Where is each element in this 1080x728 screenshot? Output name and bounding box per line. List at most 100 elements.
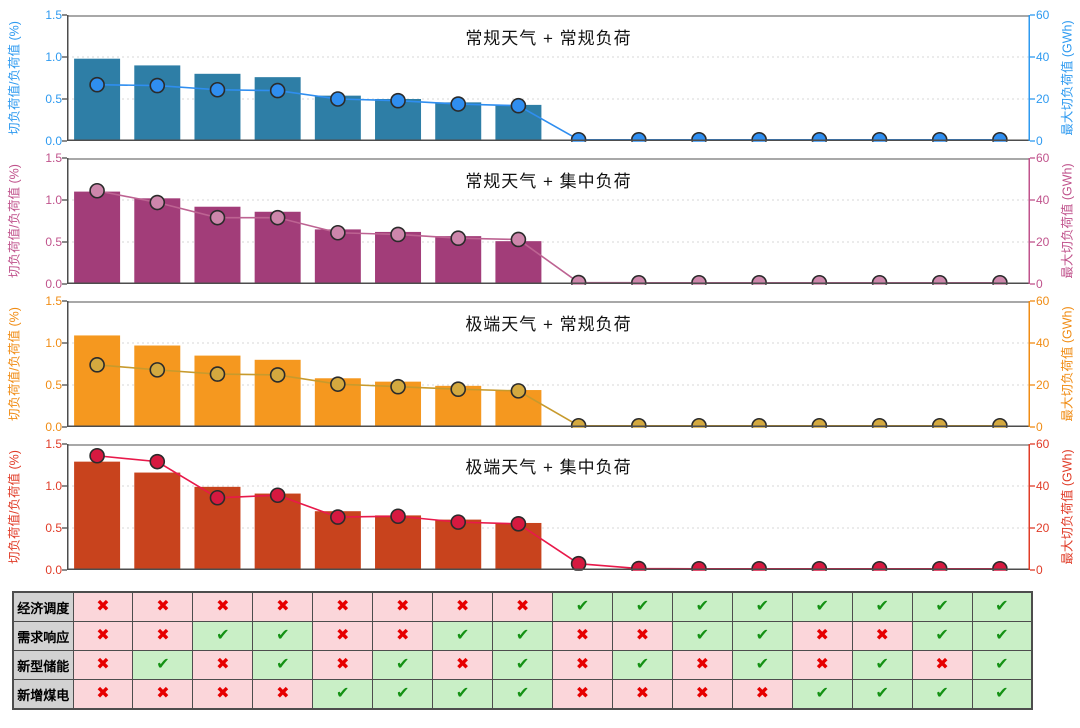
cross-icon: ✖ bbox=[216, 598, 230, 615]
table-cell: ✖ bbox=[72, 591, 134, 622]
table-cell: ✔ bbox=[252, 650, 314, 680]
cross-icon: ✖ bbox=[575, 627, 590, 644]
cross-icon: ✖ bbox=[96, 685, 110, 702]
y-axis-left-tick: 1.5 bbox=[45, 437, 62, 451]
line-marker bbox=[209, 209, 226, 226]
table-cell: ✔ bbox=[252, 621, 314, 651]
y-axis-right-tick: 60 bbox=[1036, 294, 1050, 308]
y-axis-right-title: 最大切负荷值 (GWh) bbox=[1060, 20, 1075, 136]
check-icon: ✔ bbox=[935, 685, 949, 702]
table-row-新型储能: 新型储能 ✖ ✔ ✖ ✔ ✖ ✔ ✖ ✔ ✖ ✔ ✖ ✔ ✖ ✔ ✖ ✔ bbox=[12, 650, 1033, 680]
line-marker bbox=[450, 230, 467, 247]
cross-icon: ✖ bbox=[96, 656, 110, 673]
bar bbox=[134, 65, 181, 141]
check-icon: ✔ bbox=[695, 627, 710, 644]
y-axis-right-tick: 20 bbox=[1036, 235, 1050, 249]
table-cell: ✔ bbox=[611, 650, 673, 680]
table-cell: ✖ bbox=[192, 650, 254, 680]
line-marker bbox=[209, 489, 226, 506]
cross-icon: ✖ bbox=[336, 627, 350, 644]
y-axis-right-tick: 40 bbox=[1036, 479, 1050, 493]
y-axis-right-tick: 20 bbox=[1036, 521, 1050, 535]
table-cell: ✔ bbox=[731, 650, 793, 680]
y-axis-right-title: 最大切负荷值 (GWh) bbox=[1060, 306, 1075, 422]
charts-area: 常规天气 + 常规负荷 0.0 0.5 1.0 1.5 0 20 40 60 切负荷值/负荷值 (… bbox=[0, 8, 1080, 588]
table-cell: ✖ bbox=[492, 591, 553, 622]
table-cell: ✖ bbox=[432, 650, 494, 680]
table-cell: ✔ bbox=[911, 679, 973, 710]
cross-icon: ✖ bbox=[96, 627, 110, 644]
check-icon: ✔ bbox=[635, 598, 650, 615]
y-axis-left-tick: 0.5 bbox=[45, 92, 62, 106]
table-cell: ✖ bbox=[372, 621, 434, 651]
table-cell: ✖ bbox=[432, 591, 494, 622]
table-cell: ✔ bbox=[312, 679, 374, 710]
line-marker bbox=[149, 453, 166, 470]
line-marker bbox=[269, 209, 286, 226]
check-icon: ✔ bbox=[455, 627, 470, 644]
bar bbox=[495, 241, 542, 284]
y-axis-right-tick: 0 bbox=[1036, 563, 1043, 577]
table-cell: ✔ bbox=[911, 621, 973, 651]
bar-series bbox=[74, 461, 542, 570]
cross-icon: ✖ bbox=[815, 627, 829, 644]
table-cell: ✖ bbox=[611, 621, 673, 651]
table-cell: ✖ bbox=[611, 679, 673, 710]
table-cell: ✖ bbox=[911, 650, 973, 680]
bar bbox=[134, 198, 181, 284]
table-cell: ✔ bbox=[372, 650, 434, 680]
cross-icon: ✖ bbox=[635, 685, 650, 702]
y-axis-right-tick: 60 bbox=[1036, 8, 1050, 22]
cross-icon: ✖ bbox=[395, 627, 410, 644]
line-marker bbox=[390, 508, 406, 525]
check-icon: ✔ bbox=[575, 598, 590, 615]
y-axis-right-tick: 40 bbox=[1036, 50, 1050, 64]
cross-icon: ✖ bbox=[635, 627, 650, 644]
check-icon: ✔ bbox=[995, 656, 1009, 673]
table-cell: ✔ bbox=[432, 679, 494, 710]
line-marker bbox=[450, 514, 467, 530]
check-icon: ✔ bbox=[216, 627, 230, 644]
cross-icon: ✖ bbox=[575, 685, 590, 702]
table-cell: ✔ bbox=[971, 591, 1033, 622]
y-axis-left-tick: 1.0 bbox=[45, 479, 62, 493]
bar bbox=[74, 335, 121, 427]
cross-icon: ✖ bbox=[216, 685, 230, 702]
y-axis-left-tick: 0.5 bbox=[45, 235, 62, 249]
y-axis-right-tick: 0 bbox=[1036, 277, 1043, 291]
table-cell: ✔ bbox=[372, 679, 434, 710]
table-cell: ✖ bbox=[791, 621, 853, 651]
bar bbox=[74, 58, 121, 141]
cross-icon: ✖ bbox=[156, 685, 170, 702]
line-marker bbox=[149, 77, 166, 94]
check-icon: ✔ bbox=[815, 685, 829, 702]
bar bbox=[134, 472, 181, 570]
bar bbox=[134, 345, 181, 427]
line-marker bbox=[390, 378, 406, 395]
table-cell: ✔ bbox=[971, 621, 1033, 651]
check-icon: ✔ bbox=[276, 627, 290, 644]
table-cell: ✖ bbox=[671, 679, 733, 710]
table-cell: ✔ bbox=[192, 621, 254, 651]
line-marker bbox=[330, 376, 346, 392]
row-header: 需求响应 bbox=[12, 621, 74, 651]
table-row-新增煤电: 新增煤电 ✖ ✖ ✖ ✖ ✔ ✔ ✔ ✔ ✖ ✖ ✖ ✖ ✔ ✔ ✔ ✔ bbox=[12, 679, 1033, 710]
table-cell: ✔ bbox=[132, 650, 194, 680]
table-cell: ✖ bbox=[252, 679, 314, 710]
y-axis-right-tick: 40 bbox=[1036, 193, 1050, 207]
table-cell: ✖ bbox=[252, 591, 314, 622]
table-cell: ✔ bbox=[791, 679, 853, 710]
check-icon: ✔ bbox=[815, 598, 829, 615]
table-cell: ✔ bbox=[611, 591, 673, 622]
line-marker bbox=[89, 447, 105, 464]
y-axis-left-tick: 0.0 bbox=[45, 277, 62, 291]
y-axis-left-tick: 0.5 bbox=[45, 521, 62, 535]
plot-area-4 bbox=[62, 443, 1035, 571]
table-row-需求响应: 需求响应 ✖ ✖ ✔ ✔ ✖ ✖ ✔ ✔ ✖ ✖ ✔ ✔ ✖ ✖ ✔ ✔ bbox=[12, 621, 1033, 651]
y-axis-left-tick: 0.0 bbox=[45, 134, 62, 148]
line-marker bbox=[269, 82, 286, 99]
table-cell: ✔ bbox=[731, 591, 793, 622]
check-icon: ✔ bbox=[755, 656, 769, 673]
cross-icon: ✖ bbox=[336, 656, 350, 673]
scenario-table: 经济调度 ✖ ✖ ✖ ✖ ✖ ✖ ✖ ✖ ✔ ✔ ✔ ✔ ✔ ✔ ✔ ✔ 需求响应 ✖ ✖ ✔ ✔ ✖ ✖ ✔ ✔ ✖ ✖ ✔ ✔ ✖ ✖ ✔ ✔… bbox=[12, 591, 1033, 710]
